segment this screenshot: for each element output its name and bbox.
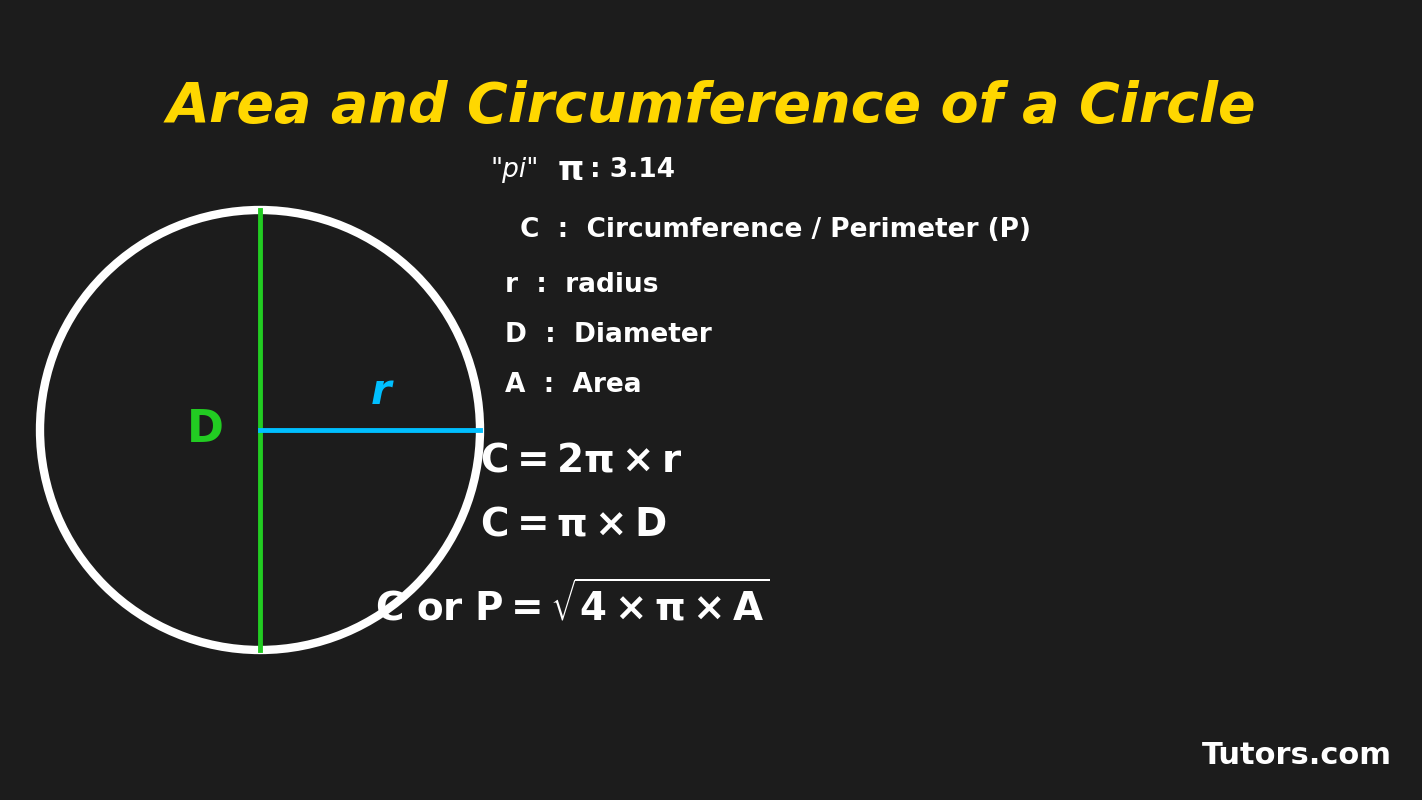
Text: $\mathbf{C = 2\pi \times r}$: $\mathbf{C = 2\pi \times r}$ <box>481 441 683 479</box>
Text: Area and Circumference of a Circle: Area and Circumference of a Circle <box>166 80 1256 134</box>
Text: Tutors.com: Tutors.com <box>1202 741 1392 770</box>
Text: D  :  Diameter: D : Diameter <box>505 322 712 348</box>
Text: "pi": "pi" <box>491 157 539 183</box>
Text: $\mathbf{C\ or\ P = \sqrt{4 \times \pi \times A}}$: $\mathbf{C\ or\ P = \sqrt{4 \times \pi \… <box>375 582 769 629</box>
Text: A  :  Area: A : Area <box>505 372 641 398</box>
Text: r: r <box>371 371 391 413</box>
Text: $\mathbf{C = \pi \times D}$: $\mathbf{C = \pi \times D}$ <box>481 506 667 544</box>
Text: C  :  Circumference / Perimeter (P): C : Circumference / Perimeter (P) <box>520 217 1031 243</box>
Text: r  :  radius: r : radius <box>505 272 658 298</box>
Text: π: π <box>557 154 584 186</box>
Text: D: D <box>186 409 223 451</box>
Text: : 3.14: : 3.14 <box>590 157 675 183</box>
